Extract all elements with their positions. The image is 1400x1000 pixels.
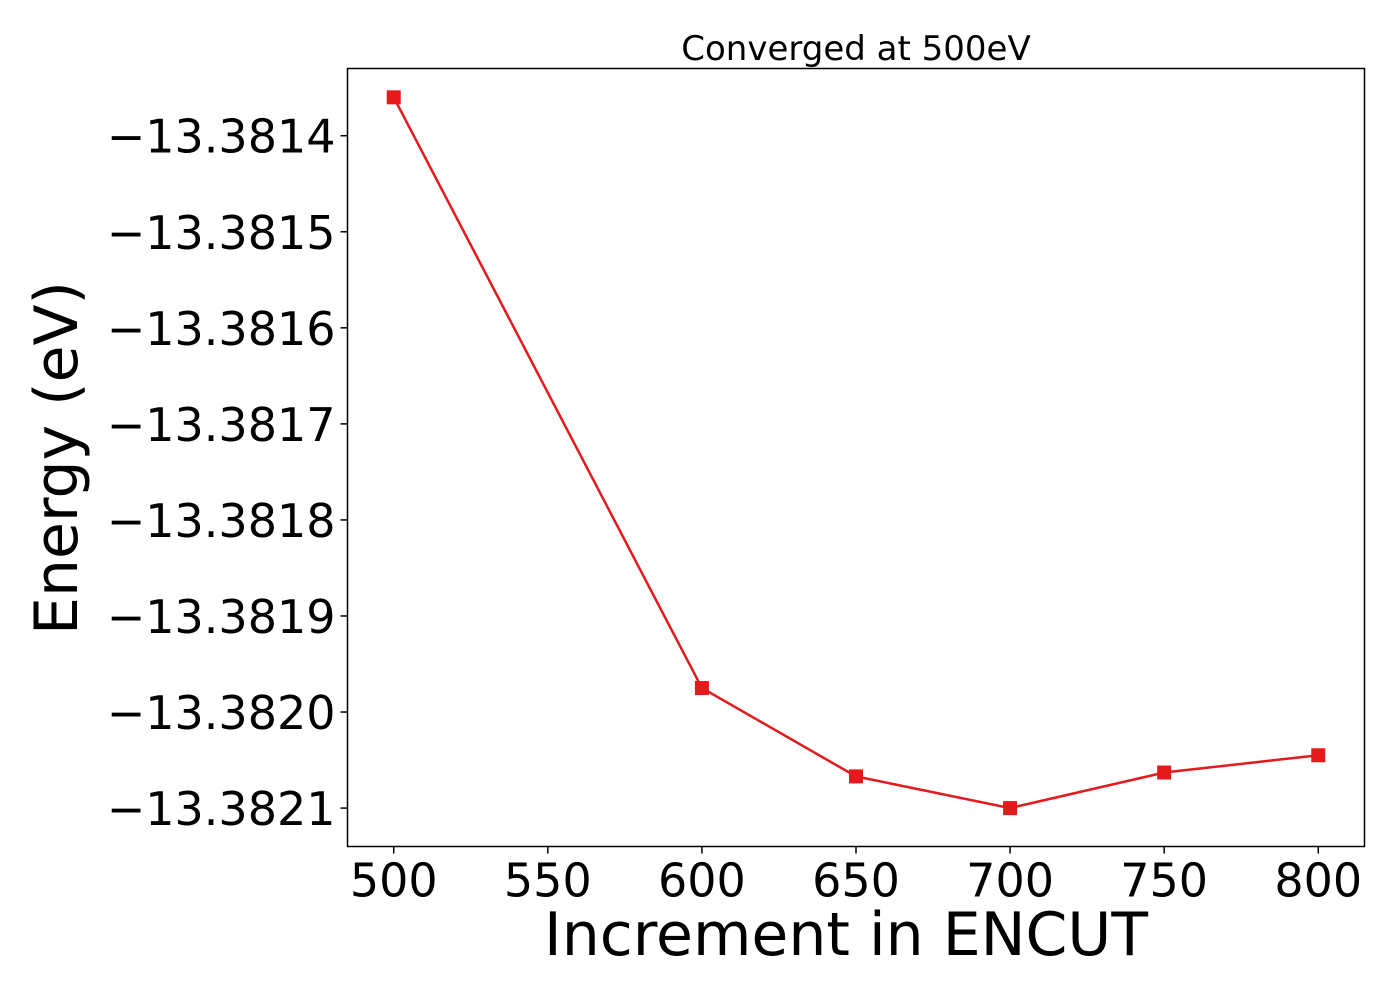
data-point-marker [849, 769, 863, 784]
data-point-marker [1311, 748, 1326, 763]
data-point-marker [694, 681, 709, 696]
x-axis-label: Increment in ENCUT [544, 900, 1148, 970]
y-tick-label: −13.3820 [107, 686, 336, 740]
series-layer [386, 90, 1326, 816]
x-tick-label: 750 [1120, 854, 1208, 908]
x-tick-label: 700 [966, 854, 1054, 908]
plot-area-frame [346, 67, 1366, 848]
x-tick-label: 500 [350, 854, 438, 908]
y-tick-label: −13.3815 [107, 206, 336, 260]
y-tick-label: −13.3819 [107, 590, 336, 644]
data-point-marker [1003, 801, 1018, 816]
x-tick-label: 550 [504, 854, 592, 908]
y-axis: −13.3814 −13.3815 −13.3816 −13.3817 −13.3818… [107, 110, 348, 836]
series-line [392, 96, 1319, 810]
data-point-marker [386, 90, 401, 105]
x-tick-label: 650 [812, 854, 900, 908]
y-axis-label: Energy (eV) [22, 281, 92, 635]
x-tick-label: 800 [1274, 854, 1362, 908]
y-tick-label: −13.3821 [107, 782, 336, 836]
data-point-marker [1157, 765, 1172, 780]
x-axis: 500 550 600 650 700 750 800 [350, 846, 1362, 908]
y-tick-label: −13.3816 [107, 302, 336, 356]
y-tick-label: −13.3818 [107, 494, 336, 548]
x-tick-label: 600 [658, 854, 746, 908]
y-tick-label: −13.3817 [107, 398, 336, 452]
chart-title: Converged at 500eV [681, 29, 1030, 69]
y-tick-label: −13.3814 [107, 110, 336, 164]
